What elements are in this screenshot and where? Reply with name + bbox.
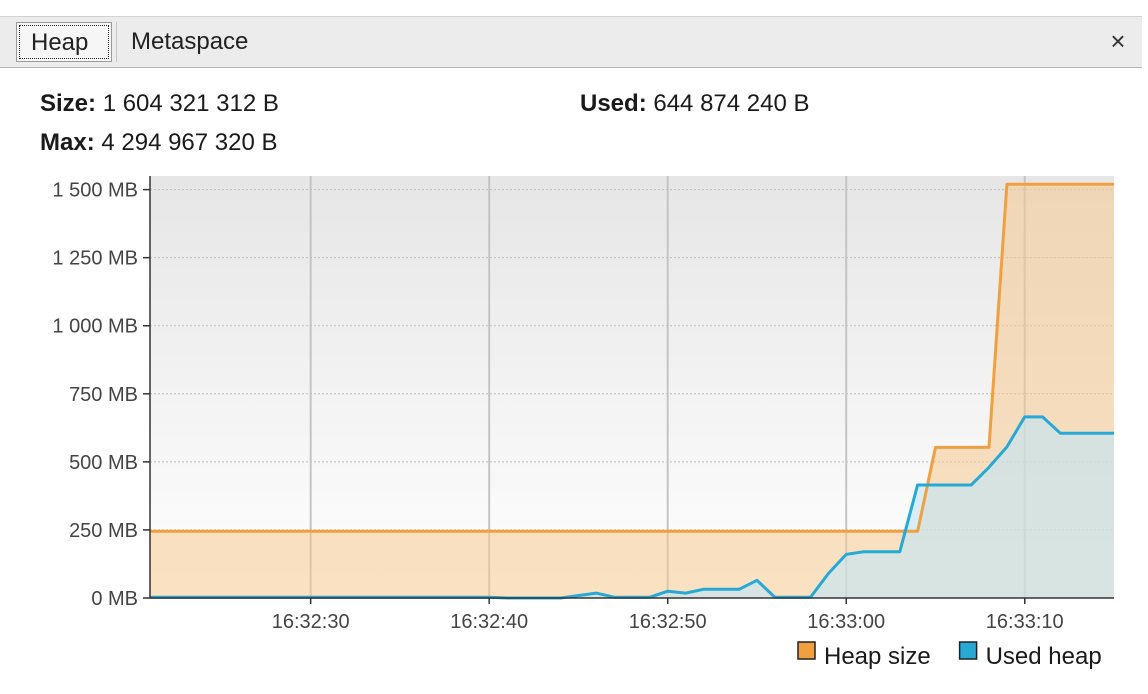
tab-heap[interactable]: Heap <box>16 22 112 62</box>
used-heap-legend-swatch <box>958 641 978 660</box>
used-stat: Used: 644 874 240 B <box>580 90 810 118</box>
size-value: 1 604 321 312 B <box>102 90 279 117</box>
size-stat: Size: 1 604 321 312 B <box>40 90 279 118</box>
y-tick-label: 0 MB <box>91 588 138 610</box>
y-tick-label: 250 MB <box>69 520 138 542</box>
x-tick-label: 16:33:10 <box>986 611 1064 633</box>
used-heap-line <box>150 415 1114 600</box>
x-tick-label: 16:33:00 <box>807 611 885 633</box>
used-value: 644 874 240 B <box>653 90 810 117</box>
heap-size-line <box>150 182 1114 533</box>
size-label: Size: <box>40 90 97 117</box>
y-tick-label: 1 500 MB <box>52 180 138 202</box>
tab-bar: Heap Metaspace × <box>0 16 1142 68</box>
used-heap-legend-label: Used heap <box>986 643 1102 670</box>
y-tick-label: 1 000 MB <box>52 316 138 338</box>
y-tick-label: 1 250 MB <box>52 248 138 270</box>
heap-size-legend-label: Heap size <box>824 643 931 670</box>
used-label: Used: <box>580 90 647 117</box>
x-tick-label: 16:32:30 <box>272 611 350 633</box>
y-tick-label: 750 MB <box>69 384 138 406</box>
close-icon[interactable]: × <box>1110 26 1126 56</box>
max-value: 4 294 967 320 B <box>101 129 278 156</box>
max-label: Max: <box>40 129 95 156</box>
x-tick-label: 16:32:50 <box>629 611 707 633</box>
max-stat: Max: 4 294 967 320 B <box>40 129 278 157</box>
y-tick-label: 500 MB <box>69 452 138 474</box>
tab-metaspace[interactable]: Metaspace <box>116 22 262 62</box>
x-tick-label: 16:32:40 <box>450 611 528 633</box>
heap-size-legend-swatch <box>797 641 816 660</box>
